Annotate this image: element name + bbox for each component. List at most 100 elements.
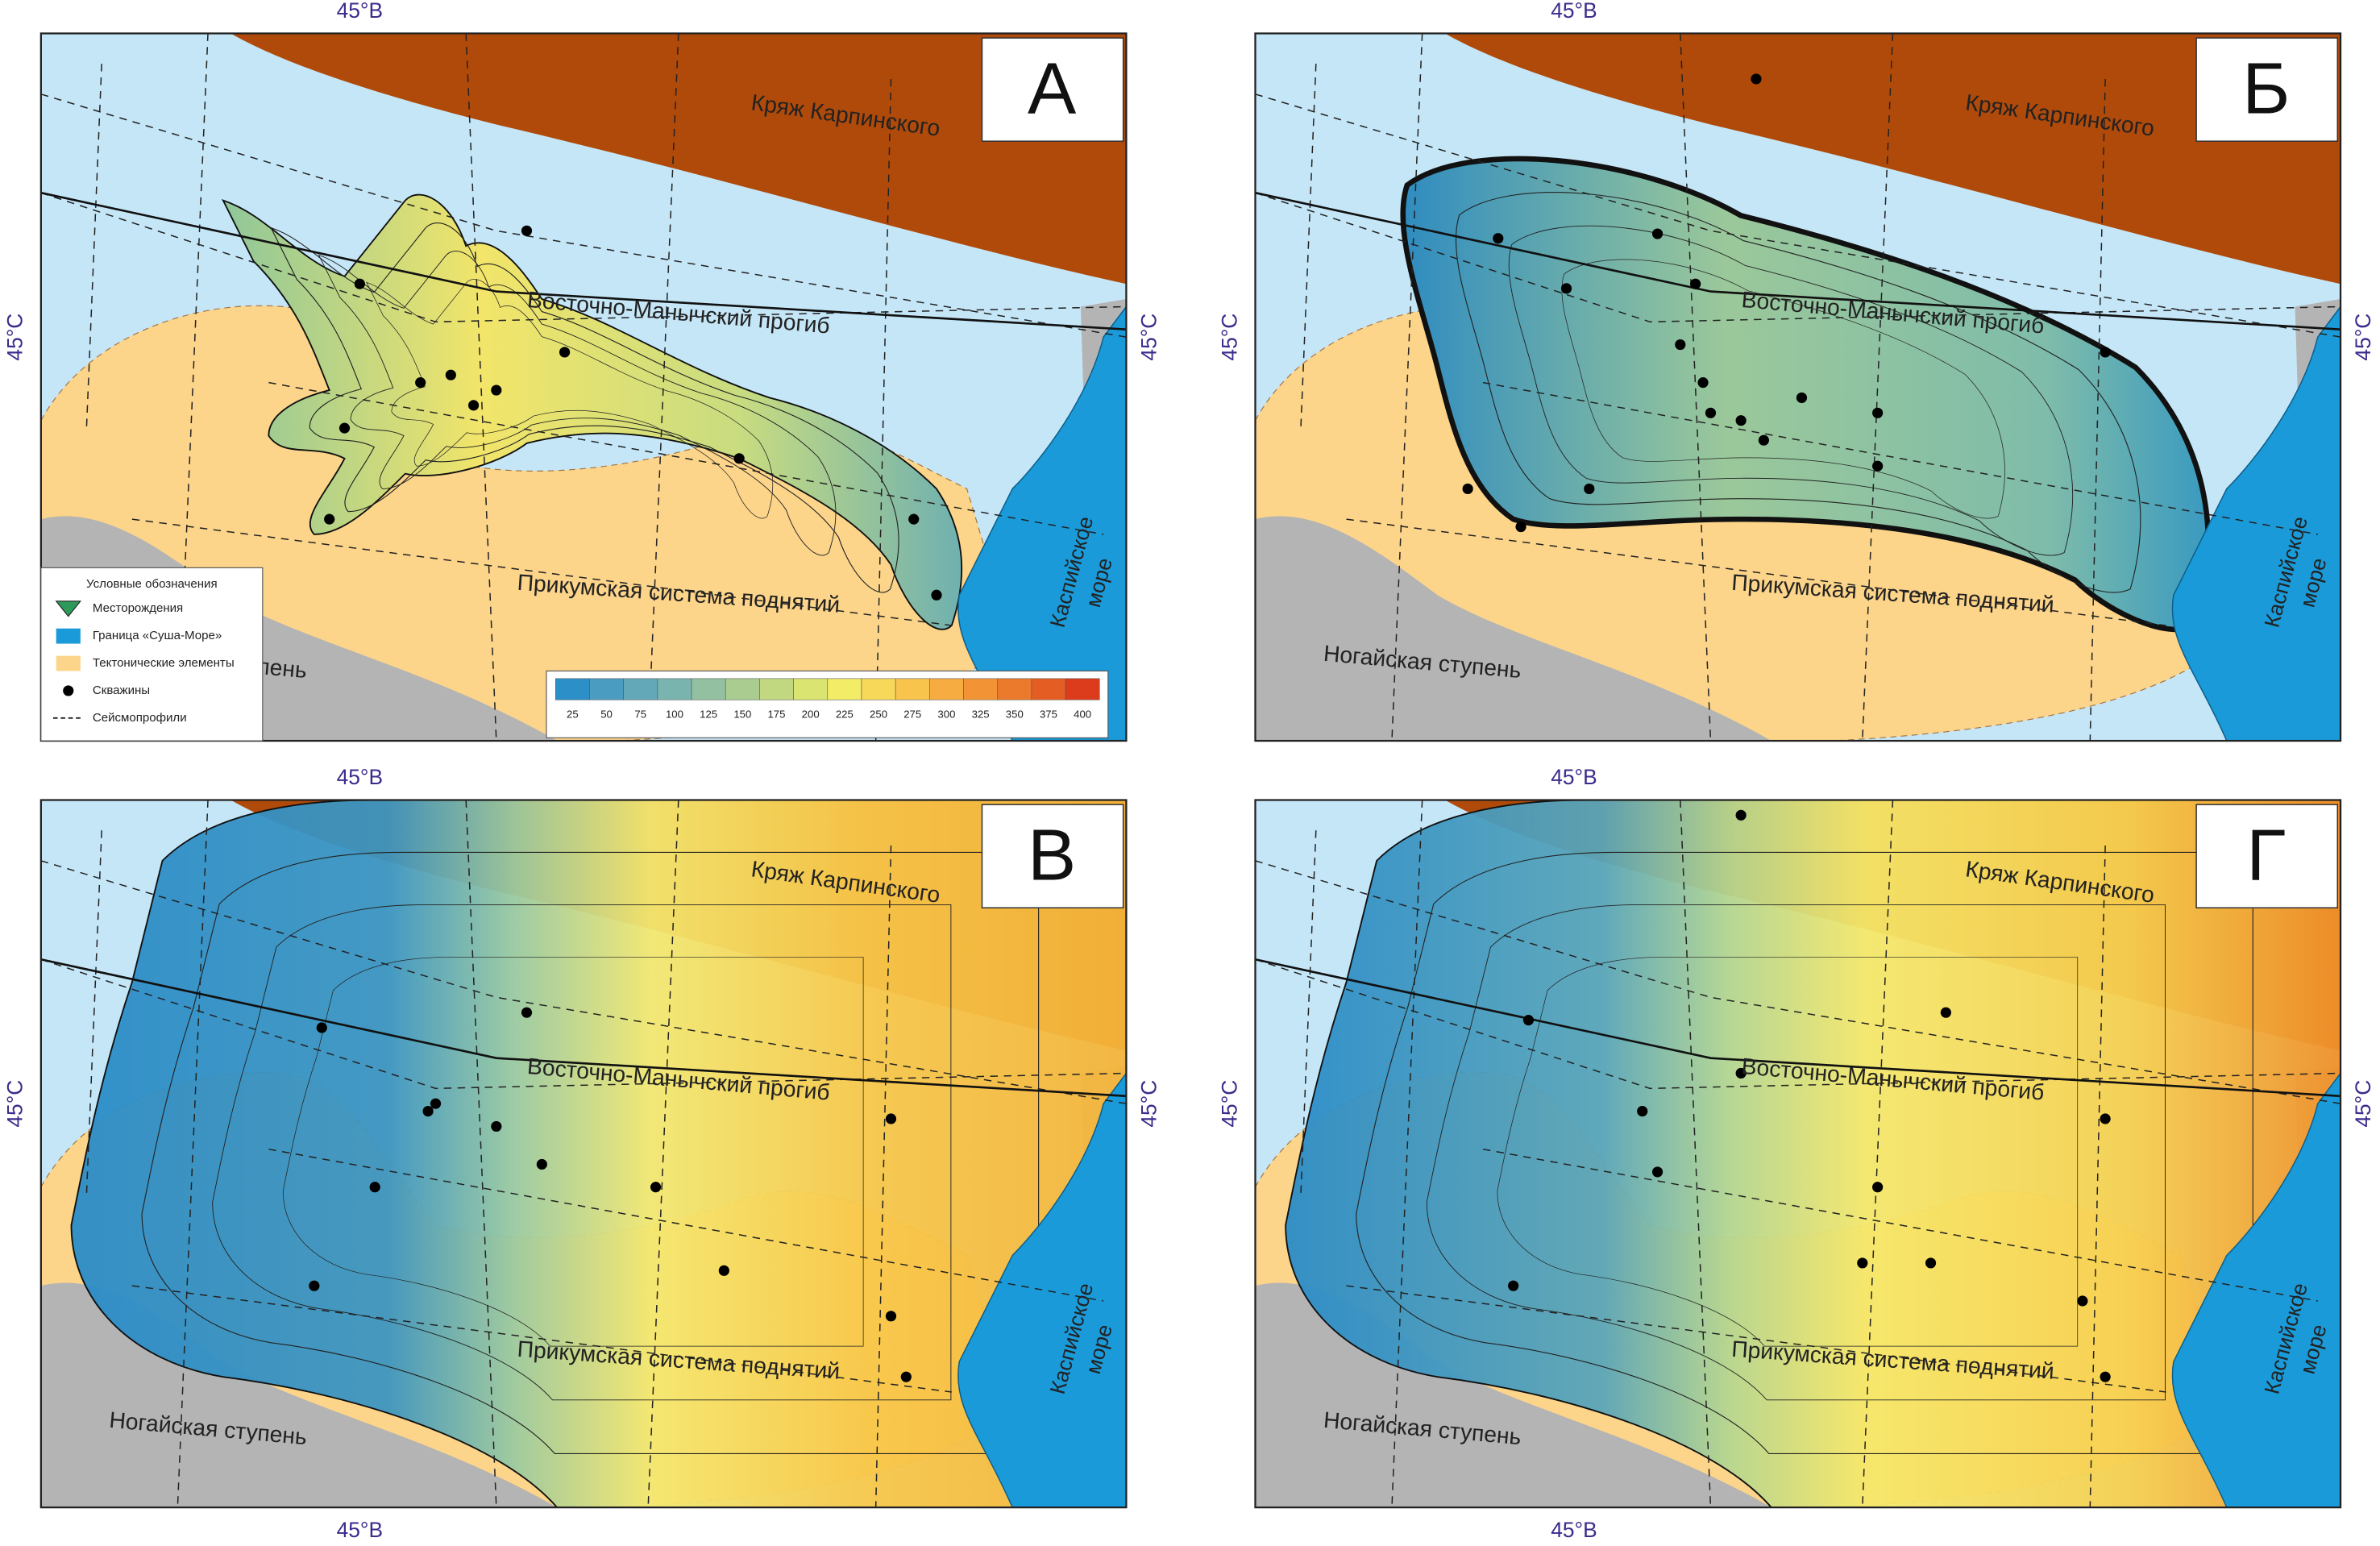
legend-icon <box>56 655 81 671</box>
latitude-label: 45°С <box>2351 1080 2375 1128</box>
colorbar-swatch <box>997 678 1032 700</box>
colorbar-swatch <box>691 678 726 700</box>
well <box>1796 392 1808 404</box>
contour-line <box>141 851 1040 1455</box>
colorbar-tick-label: 375 <box>1040 709 1057 721</box>
sea <box>2171 305 2341 742</box>
longitude-label: 45°В <box>1551 0 1597 23</box>
well <box>1675 339 1686 351</box>
well <box>445 369 456 380</box>
well <box>2100 1113 2111 1124</box>
colorbar-swatch <box>589 678 624 700</box>
latitude-label: 45°С <box>3 314 27 361</box>
longitude-label: 45°В <box>1551 1518 1597 1542</box>
seismic-profile <box>2089 78 2106 742</box>
colorbar-tick-label: 350 <box>1006 709 1024 721</box>
well <box>1872 1182 1884 1193</box>
seismic-profile <box>1255 192 2341 323</box>
legend-icon <box>56 628 81 644</box>
latitude-label: 45°С <box>3 1080 27 1128</box>
seismic-profile <box>1300 830 1317 1195</box>
well <box>908 513 920 525</box>
colorbar-tick-label: 100 <box>666 709 683 721</box>
legend-icon <box>63 685 74 696</box>
colorbar: 25 50 75 100 125 150 175 200 225 250 275 300 325 350 3… <box>546 670 1109 738</box>
well <box>309 1280 320 1291</box>
seismic-profile <box>40 958 1127 1090</box>
seismic-profile <box>131 518 952 626</box>
well <box>1857 1257 1868 1269</box>
fault-line <box>1255 191 2341 331</box>
well <box>422 1106 434 1117</box>
well <box>1872 407 1884 418</box>
letter-box <box>981 804 1124 908</box>
well <box>354 278 365 289</box>
contour-line <box>212 904 952 1401</box>
well <box>559 347 571 358</box>
well <box>718 1265 729 1276</box>
well <box>1940 1007 1951 1018</box>
panel-frame <box>1254 32 2342 742</box>
gray-area <box>1255 516 1772 742</box>
seismic-profile <box>874 846 892 1508</box>
well <box>324 513 335 525</box>
well <box>521 1007 533 1018</box>
sea <box>957 1072 1127 1508</box>
seismic-profile <box>1482 381 2318 535</box>
well <box>1462 483 1473 495</box>
well <box>339 422 351 434</box>
longitude-label: 45°В <box>337 0 383 23</box>
well <box>1872 460 1884 472</box>
ridge-area <box>1444 33 2341 285</box>
well <box>430 1098 442 1109</box>
fault-line <box>40 958 1127 1098</box>
well <box>491 1120 502 1132</box>
seismic-profile <box>85 64 102 429</box>
colorbar-swatch <box>827 678 862 700</box>
seismic-profile <box>1862 33 1894 742</box>
ridge-area <box>231 33 1127 285</box>
latitude-label: 45°С <box>1137 314 1161 361</box>
contour-line <box>282 957 864 1347</box>
legend-title: Условные обозначения <box>86 577 218 591</box>
well <box>1705 407 1717 418</box>
contour-line <box>1508 225 2074 556</box>
seismic-profile <box>268 1148 1104 1302</box>
well <box>1637 1106 1648 1117</box>
well <box>1751 73 1762 85</box>
longitude-label: 45°В <box>1551 765 1597 789</box>
letter-box <box>2195 37 2339 142</box>
seismic-profile <box>874 78 892 742</box>
well <box>1690 278 1701 289</box>
colorbar-swatch <box>759 678 794 700</box>
panel-frame <box>39 799 1128 1509</box>
colorbar-swatch <box>623 678 658 700</box>
well <box>2100 1371 2111 1382</box>
well <box>2077 1295 2088 1307</box>
seismic-profile <box>1391 800 1423 1508</box>
contour-line <box>1356 851 2253 1455</box>
well <box>467 400 480 411</box>
latitude-label: 45°С <box>2351 314 2375 361</box>
legend-box <box>40 567 264 742</box>
colorbar-tick-label: 125 <box>700 709 717 721</box>
seismic-profile <box>1391 33 1423 742</box>
latitude-label: 45°С <box>1217 1080 1241 1128</box>
colorbar-tick-label: 150 <box>733 709 751 721</box>
contour-line <box>1426 904 2166 1401</box>
well <box>885 1311 897 1322</box>
seismic-profile <box>647 800 679 1508</box>
seismic-profile <box>1346 518 2166 626</box>
colorbar-tick-label: 200 <box>802 709 820 721</box>
colorbar-tick-label: 25 <box>567 709 579 721</box>
seismic-profile <box>647 33 679 742</box>
contour-line <box>366 279 774 519</box>
colorbar-swatch <box>793 678 829 700</box>
seismic-profile <box>85 830 102 1195</box>
well <box>900 1371 912 1382</box>
seismic-profile <box>1255 958 2341 1090</box>
